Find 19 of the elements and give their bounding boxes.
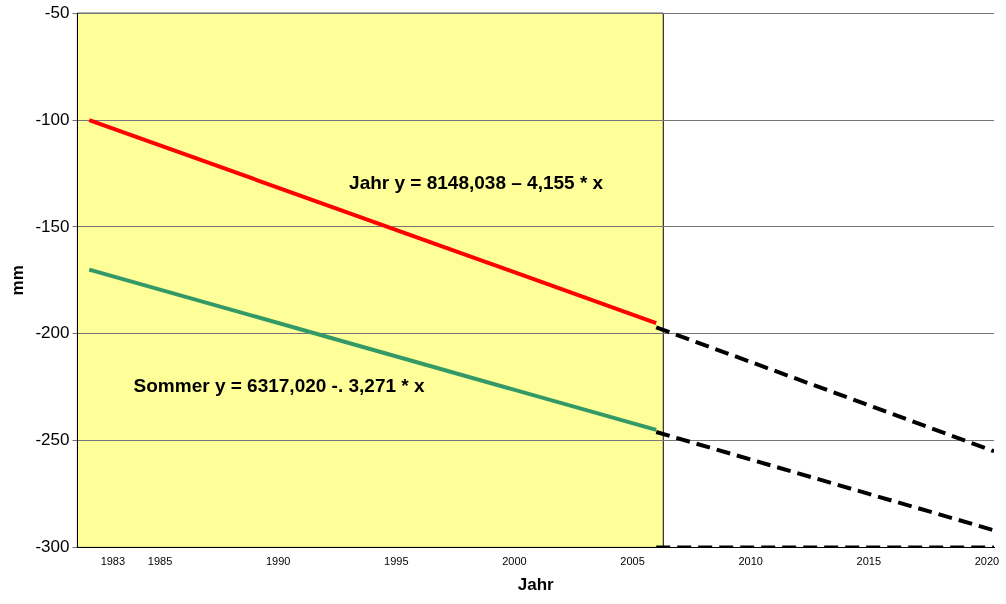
- x-tick-label: 1995: [384, 555, 409, 568]
- x-tick-label: 2020: [974, 555, 1000, 568]
- x-tick-label: 1985: [147, 555, 173, 568]
- annotation: Jahr y = 8148,038 – 4,155 * x: [349, 172, 604, 194]
- y-tick-label: -150: [35, 216, 70, 236]
- x-tick-label: 2010: [738, 555, 763, 568]
- y-tick-label: -50: [44, 2, 70, 22]
- x-tick-label: 2005: [620, 555, 645, 568]
- y-tick-label: -200: [35, 323, 70, 343]
- x-tick-label: 2015: [856, 555, 882, 568]
- x-tick-label: 1983: [100, 555, 126, 568]
- y-axis-title: mm: [7, 265, 27, 296]
- x-axis-title: Jahr: [517, 575, 555, 595]
- y-tick-label: -250: [35, 430, 70, 450]
- x-tick-label: 1990: [265, 555, 291, 568]
- annotation: Sommer y = 6317,020 -. 3,271 * x: [133, 375, 425, 397]
- x-tick-label: 2000: [502, 555, 527, 568]
- y-tick-label: -300: [35, 537, 70, 557]
- y-tick-label: -100: [35, 109, 70, 129]
